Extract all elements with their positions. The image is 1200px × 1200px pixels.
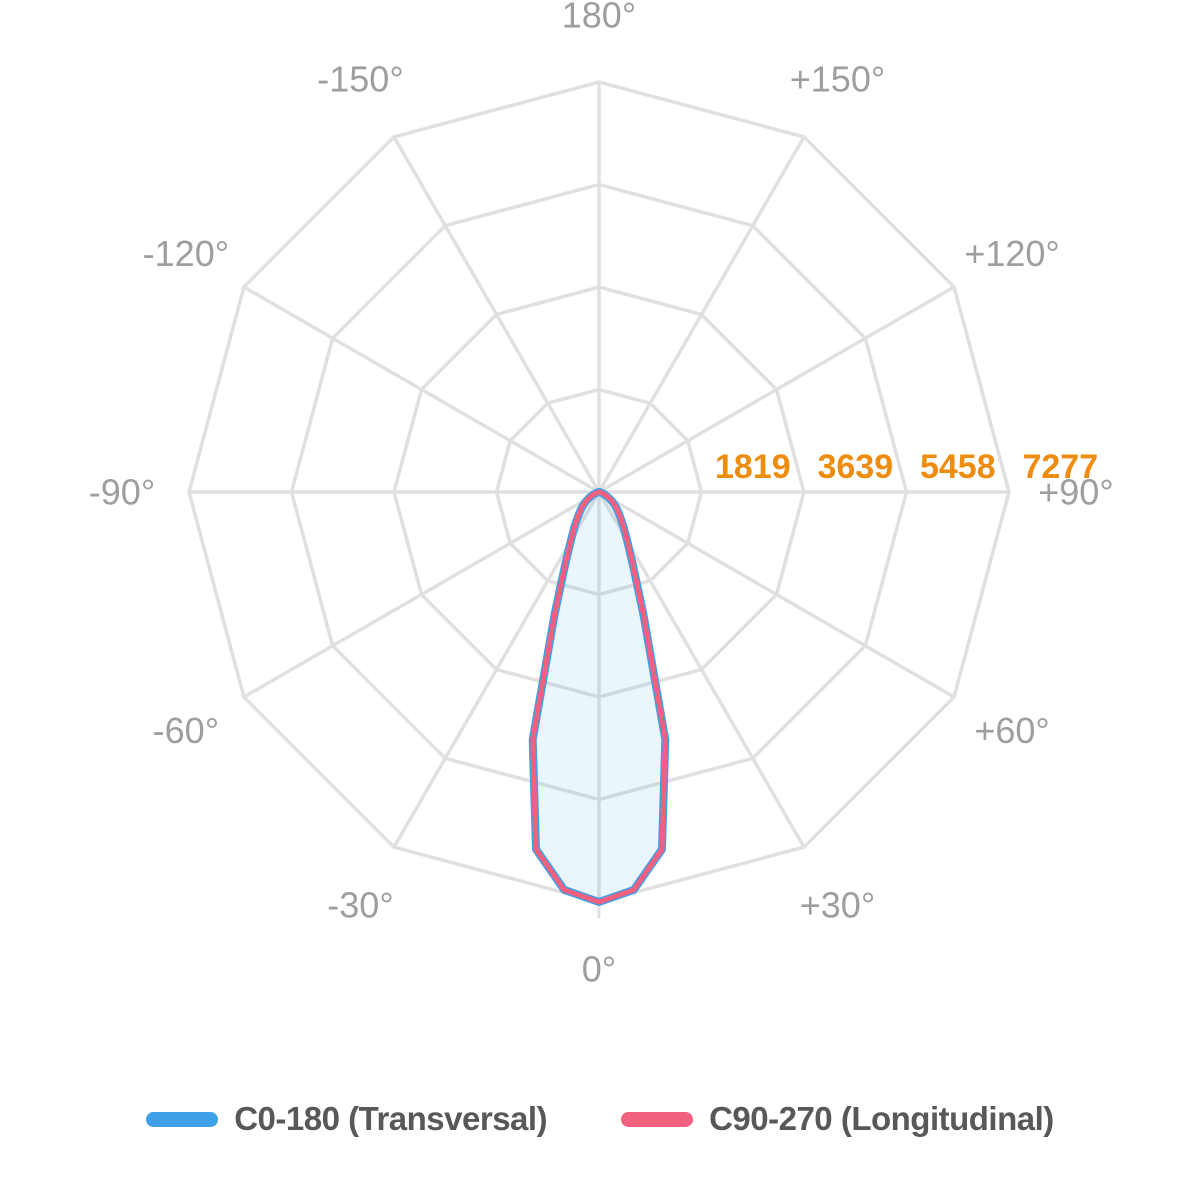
angle-label-p60deg: +60°: [974, 710, 1049, 751]
angle-label-m90deg: -90°: [89, 472, 155, 513]
grid-spoke: [243, 285, 600, 494]
c90-270-curve: [530, 489, 668, 905]
angle-label-m60deg: -60°: [153, 710, 219, 751]
grid-spoke: [392, 136, 601, 493]
legend-swatch-c90-270-icon: [621, 1111, 694, 1127]
grid-spoke: [598, 285, 955, 494]
radial-tick-label: 7277: [1022, 448, 1098, 486]
angle-label-p150deg: +150°: [790, 59, 885, 100]
grid-spoke: [597, 136, 806, 493]
angle-label-180deg: 180°: [562, 0, 636, 36]
angle-label-m30deg: -30°: [327, 885, 393, 926]
angle-label-p90deg: +90°: [1038, 472, 1113, 513]
angle-label-0deg: 0°: [582, 949, 616, 990]
legend-label-c0-180: C0-180 (Transversal): [234, 1100, 548, 1137]
legend-swatch-c0-180-icon: [146, 1111, 219, 1127]
radial-tick-label: 3639: [817, 448, 893, 486]
angle-label-p30deg: +30°: [800, 885, 875, 926]
legend-label-c90-270: C90-270 (Longitudinal): [709, 1100, 1054, 1137]
legend-item-c90-270[interactable]: C90-270 (Longitudinal): [621, 1100, 1054, 1138]
beam-fill: [532, 492, 666, 902]
legend-item-c0-180[interactable]: C0-180 (Transversal): [146, 1100, 548, 1138]
angle-label-m150deg: -150°: [317, 59, 403, 100]
legend: C0-180 (Transversal) C90-270 (Longitudin…: [0, 1100, 1200, 1138]
grid-spoke: [598, 490, 955, 699]
angle-label-p120deg: +120°: [964, 233, 1059, 274]
angle-label-m120deg: -120°: [143, 233, 229, 274]
polar-plot-svg: 0° +30° +60° +90° +120° +150° 180° -150° -120° -9…: [89, 0, 1114, 990]
grid-spoke: [243, 490, 600, 699]
radial-tick-label: 1819: [715, 448, 791, 486]
radial-tick-label: 5458: [920, 448, 996, 486]
